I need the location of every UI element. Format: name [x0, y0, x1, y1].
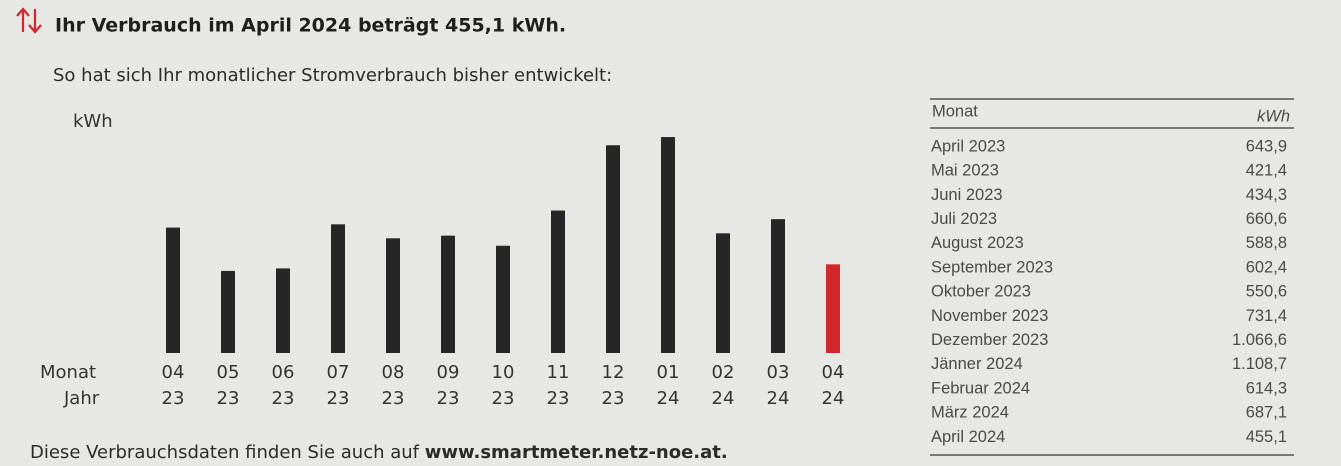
- row-label: Monat: [40, 362, 96, 383]
- year-label: 24: [822, 388, 845, 409]
- table-month: Juli 2023: [931, 210, 997, 228]
- subtitle: So hat sich Ihr monatlicher Stromverbrau…: [53, 65, 612, 86]
- table-value: 455,1: [1246, 428, 1287, 446]
- table-month: Juni 2023: [931, 186, 1003, 204]
- month-label: 04: [162, 362, 185, 383]
- table-value: 660,6: [1246, 210, 1287, 228]
- table-month: März 2024: [931, 404, 1009, 422]
- year-label: 23: [437, 388, 460, 409]
- table-value: 588,8: [1246, 234, 1287, 252]
- title: Ihr Verbrauch im April 2024 beträgt 455,…: [55, 15, 566, 37]
- bar: [166, 227, 180, 353]
- bar: [551, 210, 565, 353]
- year-label: 23: [492, 388, 515, 409]
- bar: [386, 238, 400, 353]
- y-axis-label: kWh: [73, 111, 113, 132]
- table-value: 614,3: [1246, 379, 1287, 397]
- month-label: 11: [547, 362, 570, 383]
- month-label: 07: [327, 362, 350, 383]
- table-month: Oktober 2023: [931, 283, 1031, 301]
- table-value: 643,9: [1246, 137, 1287, 155]
- month-label: 09: [437, 362, 460, 383]
- table-month: April 2023: [931, 137, 1005, 155]
- table-value: 687,1: [1246, 404, 1287, 422]
- year-label: 24: [767, 388, 790, 409]
- table-month: Februar 2024: [931, 379, 1030, 397]
- bar: [826, 264, 840, 353]
- table-month: April 2024: [931, 428, 1005, 446]
- month-label: 05: [217, 362, 240, 383]
- table-month: September 2023: [931, 258, 1053, 276]
- table-value: 421,4: [1246, 162, 1287, 180]
- month-label: 02: [712, 362, 735, 383]
- table-header: kWh: [1257, 107, 1290, 125]
- year-label: 23: [327, 388, 350, 409]
- month-label: 04: [822, 362, 845, 383]
- bar: [606, 145, 620, 353]
- table-value: 602,4: [1246, 258, 1287, 276]
- bar: [221, 270, 235, 353]
- year-label: 23: [217, 388, 240, 409]
- bar: [496, 245, 510, 353]
- year-label: 23: [547, 388, 570, 409]
- bar: [771, 219, 785, 353]
- month-label: 06: [272, 362, 295, 383]
- bar: [661, 137, 675, 353]
- table-value: 1.108,7: [1232, 355, 1287, 373]
- footer: Diese Verbrauchsdaten finden Sie auch au…: [30, 442, 728, 463]
- bar: [276, 268, 290, 353]
- table-value: 550,6: [1246, 283, 1287, 301]
- table-value: 731,4: [1246, 307, 1287, 325]
- arrows-icon: [16, 7, 42, 34]
- bar: [716, 233, 730, 353]
- bar: [441, 235, 455, 353]
- month-label: 03: [767, 362, 790, 383]
- month-label: 01: [657, 362, 680, 383]
- year-label: 24: [657, 388, 680, 409]
- table-month: Mai 2023: [931, 162, 999, 180]
- table-month: Jänner 2024: [931, 355, 1023, 373]
- bar: [331, 224, 345, 353]
- year-label: 23: [602, 388, 625, 409]
- row-label: Jahr: [63, 388, 100, 409]
- month-label: 10: [492, 362, 515, 383]
- table-month: November 2023: [931, 307, 1048, 325]
- table-month: Dezember 2023: [931, 331, 1048, 349]
- table-month: August 2023: [931, 234, 1024, 252]
- year-label: 23: [162, 388, 185, 409]
- table-value: 1.066,6: [1232, 331, 1287, 349]
- month-label: 12: [602, 362, 625, 383]
- year-label: 23: [272, 388, 295, 409]
- month-label: 08: [382, 362, 405, 383]
- table-value: 434,3: [1246, 186, 1287, 204]
- footer-link: www.smartmeter.netz-noe.at.: [425, 442, 728, 463]
- table-header: Monat: [932, 102, 978, 120]
- footer-text: Diese Verbrauchsdaten finden Sie auch au…: [30, 442, 420, 463]
- year-label: 24: [712, 388, 735, 409]
- year-label: 23: [382, 388, 405, 409]
